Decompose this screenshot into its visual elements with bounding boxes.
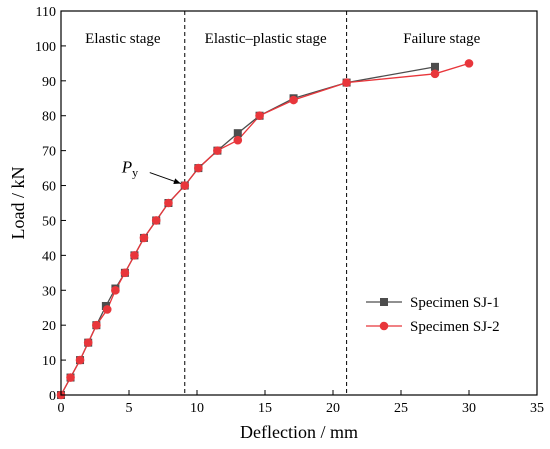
data-point-sj2 [233,135,243,145]
y-axis-label: Load / kN [8,167,28,240]
series-line-1 [60,66,436,396]
axis-ticks: 0 5 10 15 20 25 30 35 0 10 20 30 40 50 60 70 80 90 100 110 [35,5,544,416]
legend-item-sj1: Specimen SJ-1 [366,295,500,311]
y-tick-label: 80 [42,110,56,125]
stage-labels: Elastic stage Elastic–plastic stage Failur… [85,31,480,47]
y-tick-label: 100 [35,40,56,55]
data-point-sj2 [151,216,161,225]
data-point-sj1 [431,62,439,71]
data-point-sj2 [164,198,173,208]
py-annotation: Py [121,158,181,185]
y-tick-label: 0 [49,389,56,404]
legend-marker-sj1 [380,298,388,306]
py-arrow [149,172,181,185]
data-point-sj2 [120,268,130,278]
data-point-sj2 [66,373,75,382]
data-point-sj2 [111,285,120,295]
stage-dividers [184,11,348,395]
legend-item-sj2: Specimen SJ-2 [366,319,500,335]
data-point-sj2 [289,95,298,105]
x-tick-label: 10 [190,401,204,416]
y-tick-label: 30 [42,284,56,299]
legend-label-sj1: Specimen SJ-1 [410,295,500,311]
data-point-sj2 [130,251,139,260]
y-tick-label: 110 [36,5,56,20]
stage-label: Elastic–plastic stage [205,31,327,47]
data-point-sj2 [255,111,264,121]
data-point-sj2 [92,320,101,330]
data-point-sj2 [75,355,85,365]
data-point-sj2 [213,146,222,155]
y-tick-label: 60 [42,180,56,195]
y-tick-label: 70 [42,145,56,160]
data-point-sj1 [233,129,242,138]
x-tick-label: 20 [326,401,340,416]
data-point-sj2 [464,59,474,68]
y-tick-label: 20 [42,319,56,334]
data-point-sj2 [194,163,203,173]
plot-frame [60,10,538,396]
series-line-2 [60,62,470,396]
legend-marker-sj2 [379,321,389,331]
y-tick-label: 50 [42,214,56,229]
data-point-sj2 [342,78,351,87]
y-tick-label: 40 [42,249,56,264]
x-tick-label: 30 [462,401,476,416]
series-layer [56,59,474,400]
data-point-sj2 [430,69,440,79]
x-tick-label: 25 [394,401,408,416]
data-point-sj2 [83,338,93,347]
x-tick-label: 5 [126,401,133,416]
x-tick-label: 0 [58,401,65,416]
stage-label: Failure stage [403,31,480,47]
x-axis-label: Deflection / mm [240,422,358,442]
stage-label: Elastic stage [85,31,161,47]
y-tick-label: 10 [42,354,56,369]
x-tick-label: 15 [258,401,272,416]
legend: Specimen SJ-1 Specimen SJ-2 [366,295,500,335]
y-tick-label: 90 [42,75,56,90]
data-point-sj2 [180,181,190,190]
legend-label-sj2: Specimen SJ-2 [410,319,500,335]
py-label-sub: y [132,166,138,180]
data-point-sj2 [139,233,149,243]
py-label: Py [121,158,138,180]
py-label-main: P [121,158,132,177]
data-point-sj2 [102,305,112,314]
x-tick-label: 35 [530,401,544,416]
